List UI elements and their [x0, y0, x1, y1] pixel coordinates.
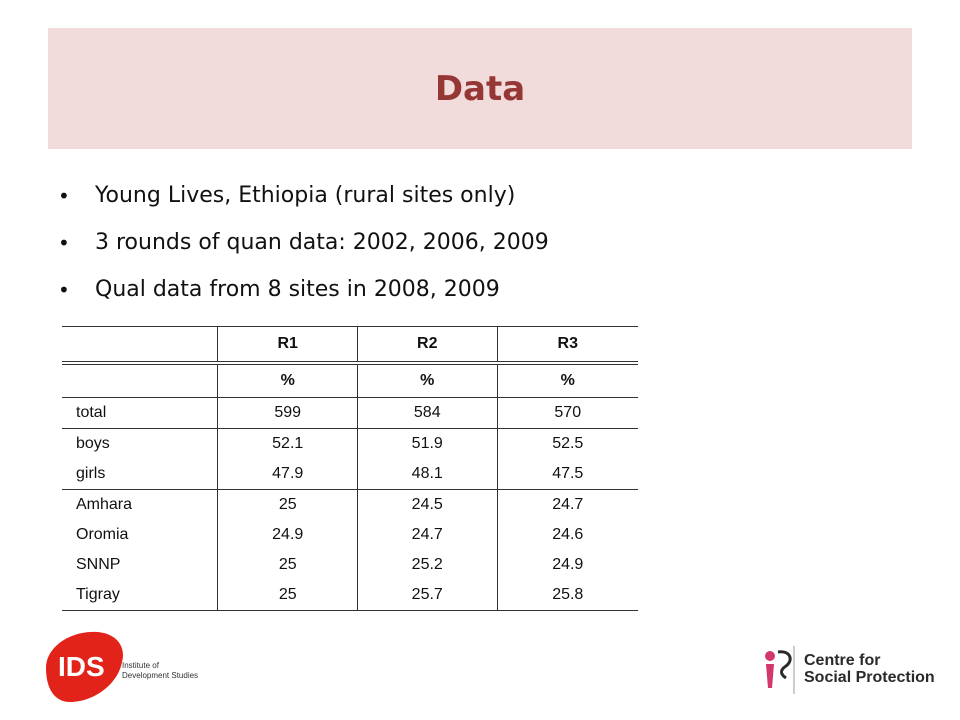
ids-logo: IDS Institute of Development Studies: [42, 628, 222, 708]
table-cell: 584: [356, 397, 498, 429]
table-cell: 25.8: [496, 580, 638, 611]
table-cell: 51.9: [356, 428, 498, 459]
table-row: SNNP 25 25.2 24.9: [62, 550, 638, 580]
ids-logo-icon: IDS Institute of Development Studies: [46, 631, 198, 702]
ids-line2: Development Studies: [122, 671, 198, 680]
table-row: Amhara 25 24.5 24.7: [62, 489, 638, 520]
bullet-list: • Young Lives, Ethiopia (rural sites only…: [58, 176, 549, 317]
table-cell: 24.7: [496, 489, 638, 520]
table-row: Tigray 25 25.7 25.8: [62, 580, 638, 611]
table-header-cell: R1: [217, 326, 358, 363]
row-label: boys: [62, 428, 218, 459]
table-row: Oromia 24.9 24.7 24.6: [62, 520, 638, 550]
table-unit-cell: %: [356, 363, 498, 398]
table-cell: 25: [217, 489, 358, 520]
csp-figure-icon: [765, 646, 795, 694]
bullet-text: Qual data from 8 sites in 2008, 2009: [95, 277, 500, 302]
data-table-container: R1 R2 R3 % % % total 599 584 570 boys 52…: [62, 326, 638, 616]
title-band: Data: [48, 28, 912, 149]
table-cell: 24.6: [496, 520, 638, 550]
table-cell: 25.2: [356, 550, 498, 580]
table-unit-row: % % %: [62, 363, 638, 398]
ids-line1: Institute of: [122, 661, 160, 670]
bullet-item: • 3 rounds of quan data: 2002, 2006, 2009: [58, 223, 549, 270]
table-cell: 52.5: [496, 428, 638, 459]
bullet-item: • Young Lives, Ethiopia (rural sites only…: [58, 176, 549, 223]
bullet-dot-icon: •: [58, 231, 70, 255]
row-label: girls: [76, 465, 106, 482]
table-row: girls 47.9 48.1 47.5: [62, 459, 638, 490]
csp-text: Centre for Social Protection: [804, 652, 935, 686]
table-cell: 24.9: [496, 550, 638, 580]
row-label: Tigray: [62, 580, 218, 611]
table-row: boys 52.1 51.9 52.5: [62, 428, 638, 459]
table-cell: 570: [496, 397, 638, 429]
table-cell: 25: [217, 580, 358, 611]
row-label: Amhara: [62, 489, 218, 520]
data-table: R1 R2 R3 % % % total 599 584 570 boys 52…: [62, 326, 638, 611]
table-unit-cell: %: [217, 363, 358, 398]
table-cell: 24.7: [356, 520, 498, 550]
table-unit-cell: [62, 363, 218, 398]
bullet-dot-icon: •: [58, 184, 70, 208]
table-header-cell: [62, 326, 218, 363]
table-cell: 48.1: [356, 459, 498, 490]
row-label: Oromia: [76, 526, 129, 543]
row-label: SNNP: [76, 556, 121, 573]
table-cell: 47.5: [496, 459, 638, 490]
table-cell: 52.1: [217, 428, 358, 459]
csp-logo: Centre for Social Protection: [760, 640, 940, 700]
table-header-cell: R3: [496, 326, 638, 363]
table-cell: 599: [217, 397, 358, 429]
table-cell: 24.5: [356, 489, 498, 520]
row-label: total: [62, 397, 218, 429]
bullet-text: 3 rounds of quan data: 2002, 2006, 2009: [95, 230, 549, 255]
table-row: total 599 584 570: [62, 397, 638, 429]
ids-mark: IDS: [58, 651, 105, 682]
table-cell: 47.9: [217, 459, 358, 490]
table-cell: 25.7: [356, 580, 498, 611]
table-cell: 24.9: [217, 520, 358, 550]
table-unit-cell: %: [496, 363, 638, 398]
csp-line2: Social Protection: [804, 669, 935, 686]
bullet-dot-icon: •: [58, 278, 70, 302]
csp-line1: Centre for: [804, 652, 881, 669]
table-cell: 25: [217, 550, 358, 580]
slide-title: Data: [434, 68, 526, 109]
bullet-item: • Qual data from 8 sites in 2008, 2009: [58, 270, 549, 317]
table-header-cell: R2: [356, 326, 498, 363]
table-header-row: R1 R2 R3: [62, 326, 638, 363]
bullet-text: Young Lives, Ethiopia (rural sites only): [95, 183, 516, 208]
